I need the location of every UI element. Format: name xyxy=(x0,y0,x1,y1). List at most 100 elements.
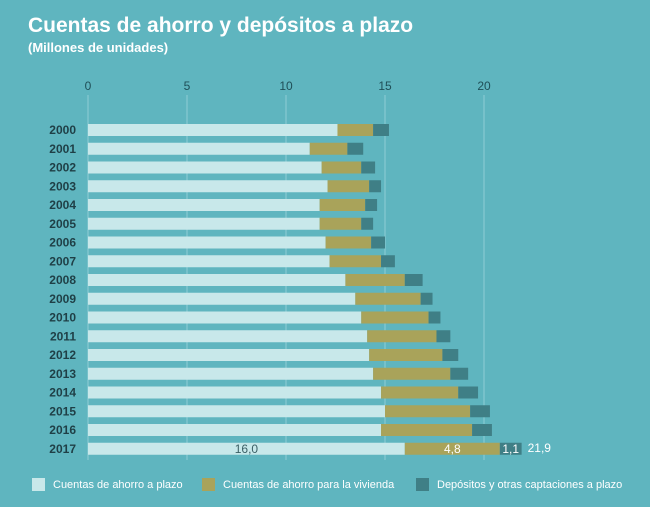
bar-segment-depositos xyxy=(442,349,459,361)
legend: Cuentas de ahorro a plazo Cuentas de aho… xyxy=(32,478,642,496)
bar-segment-ahorro-vivienda xyxy=(345,274,405,286)
x-tick-label: 20 xyxy=(477,79,491,93)
bar-segment-depositos xyxy=(381,255,395,268)
bar-row-2001: 2001 xyxy=(49,142,364,156)
bar-row-2014: 2014 xyxy=(49,386,479,400)
bar-segment-ahorro-vivienda xyxy=(319,217,362,230)
y-category-label: 2007 xyxy=(49,254,76,268)
data-label: 1,1 xyxy=(502,442,519,456)
legend-swatch-ahorro-plazo xyxy=(32,478,45,491)
bar-segment-depositos xyxy=(371,236,385,249)
bar-segment-ahorro-vivienda xyxy=(361,311,429,324)
bar-segment-ahorro-vivienda xyxy=(381,386,459,399)
bar-segment-ahorro-vivienda xyxy=(321,161,362,174)
bar-segment-ahorro-plazo xyxy=(88,386,382,399)
legend-label-ahorro-plazo: Cuentas de ahorro a plazo xyxy=(53,478,183,491)
bar-segment-depositos xyxy=(369,180,382,193)
bar-row-2011: 2011 xyxy=(50,329,451,343)
bar-segment-ahorro-plazo xyxy=(88,330,368,343)
bar-segment-ahorro-plazo xyxy=(88,367,374,380)
bar-row-2005: 2005 xyxy=(49,217,374,231)
bar-segment-depositos xyxy=(347,142,364,155)
bar-row-2013: 2013 xyxy=(49,367,469,381)
chart-title: Cuentas de ahorro y depósitos a plazo xyxy=(28,14,414,37)
legend-item-depositos: Depósitos y otras captaciones a plazo xyxy=(416,478,622,491)
bar-rows: 2000 2001 2002 2003 2004 2005 2006 2007 2008 2009… xyxy=(49,123,551,456)
bar-segment-ahorro-vivienda xyxy=(369,349,443,361)
bar-segment-ahorro-vivienda xyxy=(309,142,348,155)
legend-swatch-depositos xyxy=(416,478,429,491)
bar-segment-ahorro-plazo xyxy=(88,180,328,193)
bar-segment-ahorro-plazo xyxy=(88,311,362,324)
bar-row-2002: 2002 xyxy=(49,161,376,175)
chart-subtitle: (Millones de unidades) xyxy=(28,40,169,55)
y-category-label: 2013 xyxy=(49,367,76,381)
y-category-label: 2000 xyxy=(49,123,76,137)
bar-segment-depositos xyxy=(470,405,490,418)
bar-segment-depositos xyxy=(420,292,433,305)
legend-item-ahorro-vivienda: Cuentas de ahorro para la vivienda xyxy=(202,478,394,491)
x-tick-label: 0 xyxy=(85,79,92,93)
bar-segment-ahorro-plazo xyxy=(88,124,338,136)
bar-segment-depositos xyxy=(499,442,522,455)
legend-label-depositos: Depósitos y otras captaciones a plazo xyxy=(437,478,623,491)
bar-segment-ahorro-vivienda xyxy=(385,405,471,418)
bar-segment-ahorro-plazo xyxy=(88,405,385,418)
bar-segment-ahorro-plazo xyxy=(88,292,356,305)
bar-row-2009: 2009 xyxy=(49,292,433,306)
y-category-label: 2004 xyxy=(49,198,76,212)
bar-segment-ahorro-vivienda xyxy=(381,424,473,436)
bar-row-2010: 2010 xyxy=(49,311,441,325)
bar-segment-ahorro-plazo xyxy=(88,424,382,436)
bar-row-2017: 2017 16,0 4,8 1,1 21,9 xyxy=(49,441,551,456)
bar-row-2000: 2000 xyxy=(49,123,389,137)
bar-segment-ahorro-vivienda xyxy=(404,442,500,455)
bar-segment-ahorro-plazo xyxy=(88,142,310,155)
bar-segment-ahorro-plazo xyxy=(88,274,346,286)
data-label: 4,8 xyxy=(444,442,461,456)
y-category-label: 2011 xyxy=(50,329,76,343)
bar-row-2007: 2007 xyxy=(49,254,395,268)
y-category-label: 2016 xyxy=(49,423,76,437)
bar-segment-ahorro-plazo xyxy=(88,349,370,361)
bar-segment-ahorro-vivienda xyxy=(373,367,451,380)
bar-segment-ahorro-vivienda xyxy=(337,124,374,136)
y-category-label: 2014 xyxy=(49,386,76,400)
bar-row-2006: 2006 xyxy=(49,236,385,250)
bar-segment-ahorro-plazo xyxy=(88,217,320,230)
bar-row-2015: 2015 xyxy=(49,404,490,418)
data-label: 16,0 xyxy=(235,442,259,456)
bar-segment-depositos xyxy=(428,311,441,324)
x-tick-label: 10 xyxy=(279,79,293,93)
bar-row-2004: 2004 xyxy=(49,198,378,212)
bar-segment-depositos xyxy=(361,161,376,174)
bar-segment-ahorro-vivienda xyxy=(319,199,366,211)
bar-segment-ahorro-plazo xyxy=(88,442,405,455)
bar-row-2008: 2008 xyxy=(49,273,423,287)
y-category-label: 2017 xyxy=(49,442,76,456)
y-category-label: 2015 xyxy=(49,404,76,418)
bar-segment-ahorro-plazo xyxy=(88,236,326,249)
bar-segment-ahorro-plazo xyxy=(88,255,330,268)
bar-segment-depositos xyxy=(361,217,374,230)
x-tick-label: 5 xyxy=(184,79,191,93)
y-category-label: 2009 xyxy=(49,292,76,306)
bar-segment-depositos xyxy=(373,124,389,136)
y-category-label: 2002 xyxy=(49,161,76,175)
y-category-label: 2006 xyxy=(49,236,76,250)
bar-segment-depositos xyxy=(472,424,492,436)
y-category-label: 2003 xyxy=(49,179,76,193)
legend-item-ahorro-plazo: Cuentas de ahorro a plazo xyxy=(32,478,183,491)
legend-label-ahorro-vivienda: Cuentas de ahorro para la vivienda xyxy=(223,478,395,491)
y-category-label: 2010 xyxy=(49,311,76,325)
x-tick-label: 15 xyxy=(378,79,392,93)
bar-segment-depositos xyxy=(458,386,479,399)
bar-segment-depositos xyxy=(365,199,378,211)
bar-row-2003: 2003 xyxy=(49,179,382,193)
y-category-label: 2005 xyxy=(49,217,76,231)
y-category-label: 2001 xyxy=(49,142,76,156)
y-category-label: 2012 xyxy=(49,348,76,362)
bar-segment-ahorro-vivienda xyxy=(367,330,437,343)
bar-row-2016: 2016 xyxy=(49,423,492,437)
